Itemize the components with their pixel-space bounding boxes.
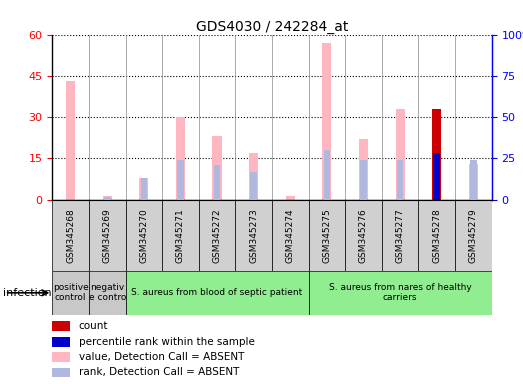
Bar bbox=[455, 200, 492, 271]
Bar bbox=[418, 200, 455, 271]
Bar bbox=[397, 160, 403, 200]
Bar bbox=[141, 178, 147, 200]
Bar bbox=[434, 154, 440, 200]
Text: GSM345276: GSM345276 bbox=[359, 208, 368, 263]
Bar bbox=[309, 200, 345, 271]
Text: value, Detection Call = ABSENT: value, Detection Call = ABSENT bbox=[78, 352, 244, 362]
Bar bbox=[126, 271, 309, 315]
Bar bbox=[382, 200, 418, 271]
Bar bbox=[126, 200, 162, 271]
Bar bbox=[52, 337, 70, 347]
Bar bbox=[470, 160, 476, 200]
Bar bbox=[89, 271, 126, 315]
Text: GSM345270: GSM345270 bbox=[139, 208, 149, 263]
Bar bbox=[104, 197, 110, 200]
Bar bbox=[212, 136, 222, 200]
Text: GSM345268: GSM345268 bbox=[66, 208, 75, 263]
Bar bbox=[249, 153, 258, 200]
Bar bbox=[214, 165, 220, 200]
Bar bbox=[162, 200, 199, 271]
Text: infection: infection bbox=[3, 288, 51, 298]
Bar bbox=[89, 200, 126, 271]
Text: negativ
e contro: negativ e contro bbox=[88, 283, 126, 303]
Text: S. aureus from nares of healthy
carriers: S. aureus from nares of healthy carriers bbox=[329, 283, 471, 303]
Bar bbox=[322, 43, 332, 200]
Bar bbox=[52, 200, 89, 271]
Text: count: count bbox=[78, 321, 108, 331]
Bar bbox=[235, 200, 272, 271]
Bar bbox=[286, 195, 295, 200]
Bar bbox=[251, 172, 257, 200]
Bar bbox=[272, 200, 309, 271]
Bar bbox=[139, 178, 149, 200]
Bar bbox=[52, 271, 89, 315]
Text: GSM345279: GSM345279 bbox=[469, 208, 478, 263]
Text: GSM345274: GSM345274 bbox=[286, 208, 295, 263]
Text: rank, Detection Call = ABSENT: rank, Detection Call = ABSENT bbox=[78, 367, 239, 377]
Text: GSM345275: GSM345275 bbox=[322, 208, 332, 263]
Text: GSM345269: GSM345269 bbox=[103, 208, 112, 263]
Bar bbox=[309, 271, 492, 315]
Bar bbox=[469, 164, 478, 200]
Bar bbox=[103, 195, 112, 200]
Text: positive
control: positive control bbox=[53, 283, 88, 303]
Text: GSM345271: GSM345271 bbox=[176, 208, 185, 263]
Text: GSM345277: GSM345277 bbox=[395, 208, 405, 263]
Bar bbox=[52, 352, 70, 362]
Text: S. aureus from blood of septic patient: S. aureus from blood of septic patient bbox=[131, 288, 303, 297]
Bar bbox=[52, 367, 70, 377]
Bar bbox=[432, 109, 441, 200]
Bar bbox=[359, 139, 368, 200]
Bar bbox=[176, 117, 185, 200]
Text: GSM345273: GSM345273 bbox=[249, 208, 258, 263]
Text: GSM345272: GSM345272 bbox=[212, 208, 222, 263]
Bar bbox=[199, 200, 235, 271]
Bar bbox=[324, 150, 330, 200]
Bar bbox=[66, 81, 75, 200]
Bar bbox=[360, 160, 367, 200]
Bar bbox=[395, 109, 405, 200]
Bar bbox=[52, 321, 70, 331]
Text: percentile rank within the sample: percentile rank within the sample bbox=[78, 337, 255, 347]
Bar bbox=[345, 200, 382, 271]
Title: GDS4030 / 242284_at: GDS4030 / 242284_at bbox=[196, 20, 348, 33]
Text: GSM345278: GSM345278 bbox=[432, 208, 441, 263]
Bar bbox=[177, 160, 184, 200]
